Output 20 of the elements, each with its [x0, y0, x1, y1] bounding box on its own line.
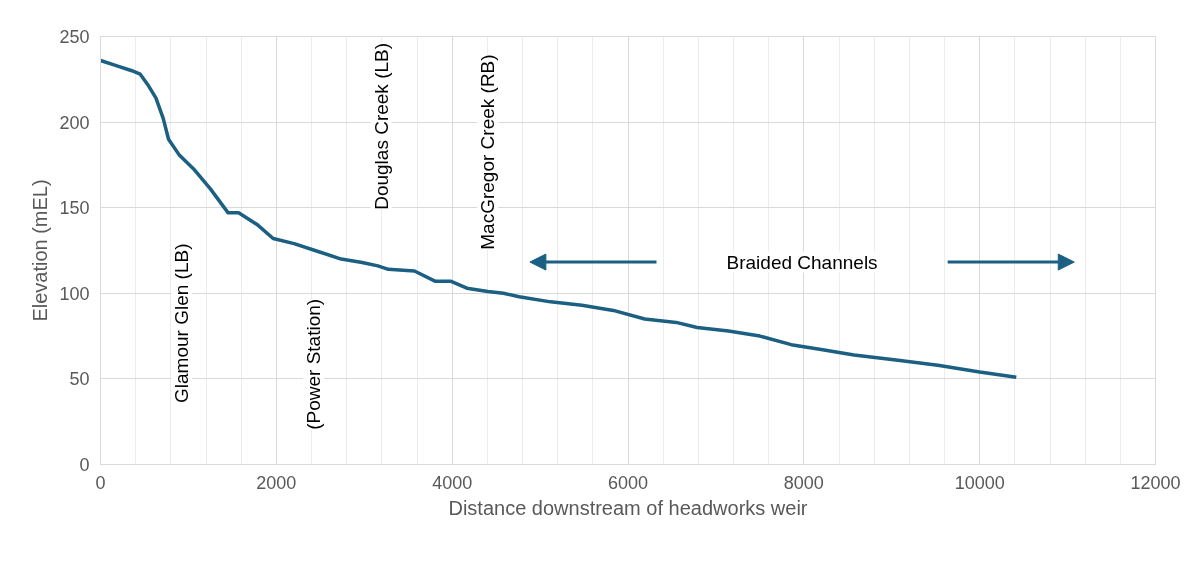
- x-tick-label: 8000: [783, 472, 824, 493]
- y-tick-label: 100: [59, 283, 90, 304]
- x-tick-label: 12000: [1130, 472, 1181, 493]
- x-axis-title: Distance downstream of headworks weir: [448, 496, 808, 519]
- annotation: MacGregor Creek (RB): [477, 54, 499, 250]
- annotation: Douglas Creek (LB): [370, 42, 392, 210]
- y-tick-label: 50: [69, 369, 90, 390]
- annotation: (Power Station): [303, 298, 325, 430]
- y-tick-label: 0: [79, 455, 90, 475]
- x-tick-label: 6000: [607, 472, 649, 493]
- annotation: Glamour Glen (LB): [171, 243, 193, 403]
- y-tick-label: 150: [59, 198, 90, 219]
- y-tick-label: 200: [59, 112, 90, 133]
- annotation: Braided Channels: [726, 251, 878, 273]
- x-tick-label: 2000: [256, 472, 297, 493]
- x-tick-label: 4000: [432, 472, 473, 493]
- x-tick-label: 0: [95, 472, 106, 493]
- y-tick-label: 250: [59, 27, 90, 47]
- y-axis-title: Elevation (mEL): [29, 179, 52, 322]
- x-tick-label: 10000: [954, 472, 1005, 493]
